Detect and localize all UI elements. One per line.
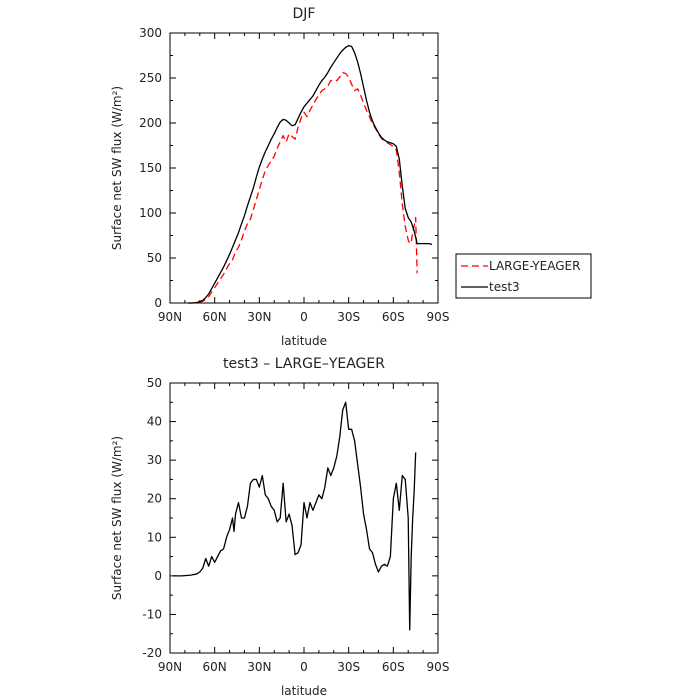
bottom-y-tick-label: 40 (147, 415, 162, 429)
top-x-tick-label: 60S (382, 310, 405, 324)
legend-box (455, 253, 592, 299)
bottom-series-line-difference (172, 401, 417, 631)
top-series-line-test3 (187, 44, 433, 304)
bottom-x-tick-label: 30N (247, 660, 271, 674)
bottom-chart-title: test3 – LARGE–YEAGER (223, 356, 385, 372)
top-y-tick-label: 250 (139, 71, 162, 85)
top-plot-frame (169, 32, 439, 304)
top-y-tick-label: 300 (139, 26, 162, 40)
bottom-y-tick-label: 10 (147, 530, 162, 544)
top-x-tick-label: 0 (300, 310, 308, 324)
bottom-y-tick-label: 0 (154, 569, 162, 583)
top-series-lines (187, 44, 433, 304)
bottom-x-tick-label: 90N (158, 660, 182, 674)
bottom-y-tick-label: 30 (147, 453, 162, 467)
top-legend: LARGE-YEAGER test3 (455, 253, 592, 299)
legend-label-large-yeager: LARGE-YEAGER (489, 259, 580, 273)
top-chart-title: DJF (293, 6, 316, 22)
bottom-axis-ticks: 90N 60N 30N 0 30S 60S 90S -20 -10 0 10 20 30 40 50 (142, 376, 449, 674)
top-y-tick-label: 100 (139, 206, 162, 220)
top-x-tick-label: 30N (247, 310, 271, 324)
top-y-tick-label: 0 (154, 296, 162, 310)
top-x-tick-label: 90S (427, 310, 450, 324)
bottom-x-tick-label: 0 (300, 660, 308, 674)
bottom-y-tick-label: -10 (142, 607, 162, 621)
bottom-x-axis-label: latitude (281, 684, 327, 698)
top-y-tick-label: 150 (139, 161, 162, 175)
bottom-series-lines (172, 401, 417, 631)
bottom-x-tick-label: 30S (337, 660, 360, 674)
top-series-line-large-yeager (187, 71, 418, 304)
top-panel-djf: DJF latitude Surface net SW flux (W/m²) … (110, 6, 592, 348)
top-x-tick-label: 90N (158, 310, 182, 324)
top-x-tick-label: 30S (337, 310, 360, 324)
bottom-y-tick-label: 20 (147, 492, 162, 506)
bottom-x-tick-label: 60N (203, 660, 227, 674)
bottom-y-axis-label: Surface net SW flux (W/m²) (110, 436, 124, 600)
bottom-x-tick-label: 90S (427, 660, 450, 674)
top-x-tick-label: 60N (203, 310, 227, 324)
bottom-plot-frame (169, 382, 439, 654)
bottom-y-tick-label: 50 (147, 376, 162, 390)
top-axis-ticks: 90N 60N 30N 0 30S 60S 90S 0 50 100 150 200 250 300 (139, 26, 449, 324)
bottom-panel-difference: test3 – LARGE–YEAGER latitude Surface ne… (110, 356, 449, 698)
bottom-x-tick-label: 60S (382, 660, 405, 674)
legend-label-test3: test3 (489, 280, 520, 294)
bottom-y-tick-label: -20 (142, 646, 162, 660)
top-y-tick-label: 50 (147, 251, 162, 265)
top-y-axis-label: Surface net SW flux (W/m²) (110, 86, 124, 250)
top-x-axis-label: latitude (281, 334, 327, 348)
top-y-tick-label: 200 (139, 116, 162, 130)
